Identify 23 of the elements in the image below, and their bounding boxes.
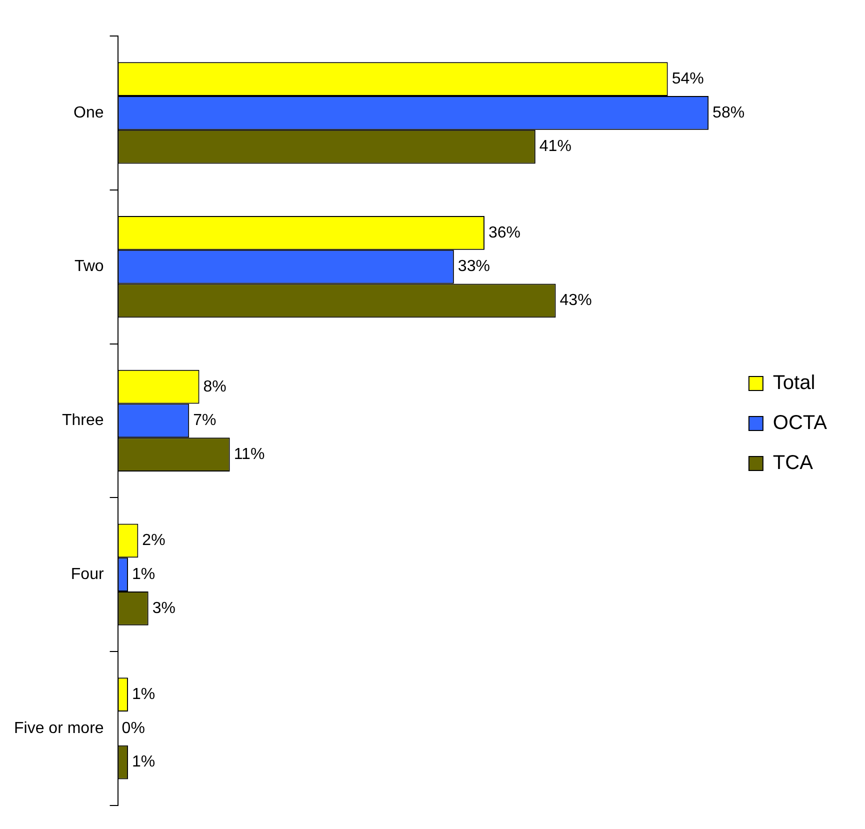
- legend-label: Total: [772, 372, 816, 394]
- data-label: 3%: [152, 600, 176, 617]
- data-label: 33%: [458, 258, 490, 276]
- y-tick-label: Four: [70, 566, 104, 583]
- y-tick-label: Three: [62, 412, 104, 430]
- y-tick-label: Five or more: [14, 720, 104, 737]
- data-label: 0%: [122, 720, 145, 737]
- data-label: 1%: [132, 686, 156, 704]
- data-label: 8%: [203, 378, 226, 396]
- y-tick-label: Two: [74, 258, 104, 276]
- data-label: 1%: [132, 566, 156, 583]
- legend-label: TCA: [772, 452, 814, 474]
- data-label: 58%: [712, 104, 745, 122]
- data-label: 1%: [132, 754, 156, 771]
- data-label: 7%: [193, 412, 216, 430]
- data-label: 2%: [142, 532, 166, 550]
- legend-label: OCTA: [772, 412, 828, 434]
- data-label: 36%: [488, 224, 521, 242]
- data-label: 41%: [539, 138, 572, 156]
- y-tick-label: One: [74, 104, 104, 122]
- data-label: 43%: [560, 292, 592, 310]
- data-label: 54%: [672, 70, 704, 88]
- data-label: 11%: [234, 446, 265, 463]
